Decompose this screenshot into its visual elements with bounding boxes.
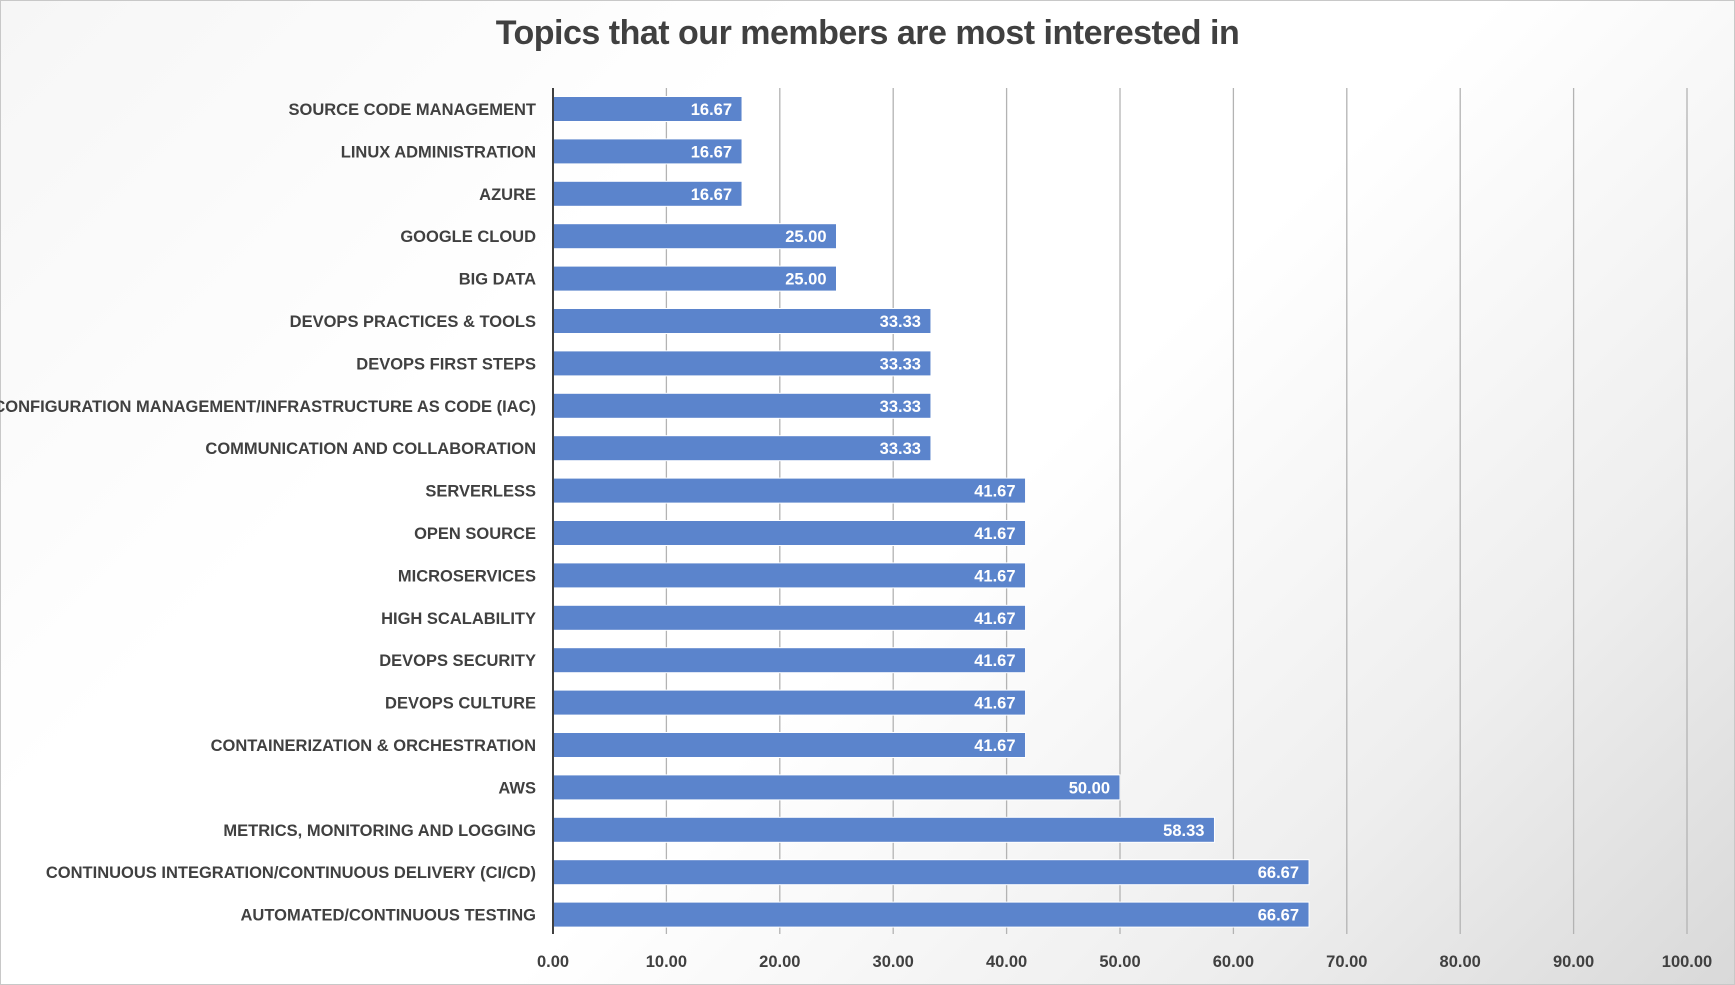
- category-label: SOURCE CODE MANAGEMENT: [288, 101, 536, 119]
- category-label: CONFIGURATION MANAGEMENT/INFRASTRUCTURE …: [0, 398, 536, 416]
- bar: [552, 350, 932, 377]
- category-label: BIG DATA: [459, 271, 536, 289]
- bar: [552, 901, 1310, 928]
- category-label: OPEN SOURCE: [414, 525, 536, 543]
- bar: [552, 520, 1027, 546]
- data-label: 41.67: [974, 567, 1015, 585]
- category-label: DEVOPS SECURITY: [379, 652, 536, 670]
- x-axis-ticks: 0.00 10.00 20.00 30.00 40.00 50.00 60.00 70.00 8…: [537, 953, 1712, 971]
- data-label: 16.67: [691, 143, 732, 161]
- category-label: LINUX ADMINISTRATION: [341, 143, 536, 161]
- category-label: CONTINUOUS INTEGRATION/CONTINUOUS DELIVE…: [46, 864, 536, 882]
- data-label: 41.67: [974, 483, 1015, 501]
- data-label: 33.33: [880, 440, 921, 458]
- category-label: SERVERLESS: [425, 483, 536, 501]
- bar: [552, 96, 743, 122]
- category-label: DEVOPS FIRST STEPS: [356, 355, 536, 373]
- category-label: GOOGLE CLOUD: [400, 228, 536, 246]
- x-tick-label: 40.00: [986, 953, 1027, 971]
- data-label: 66.67: [1258, 864, 1299, 882]
- data-label: 41.67: [974, 737, 1015, 755]
- x-tick-label: 50.00: [1099, 953, 1140, 971]
- bar: [552, 647, 1027, 674]
- x-tick-label: 10.00: [646, 953, 687, 971]
- data-label: 25.00: [785, 228, 826, 246]
- data-label: 41.67: [974, 610, 1015, 628]
- chart-title: Topics that our members are most interes…: [495, 14, 1240, 52]
- data-label: 33.33: [880, 398, 921, 416]
- data-label: 25.00: [785, 271, 826, 289]
- category-label: METRICS, MONITORING AND LOGGING: [223, 822, 536, 840]
- category-label: DEVOPS CULTURE: [385, 695, 536, 713]
- data-label: 66.67: [1258, 907, 1299, 925]
- data-label: 16.67: [691, 186, 732, 204]
- bar: [552, 308, 932, 334]
- category-label: AWS: [498, 779, 536, 797]
- bar: [552, 435, 932, 462]
- x-tick-label: 30.00: [873, 953, 914, 971]
- bar: [552, 392, 932, 419]
- x-tick-label: 20.00: [759, 953, 800, 971]
- x-tick-label: 0.00: [537, 953, 569, 971]
- category-label: AUTOMATED/CONTINUOUS TESTING: [241, 907, 536, 925]
- x-tick-label: 90.00: [1553, 953, 1594, 971]
- gridlines: [665, 88, 1688, 934]
- x-tick-label: 70.00: [1326, 953, 1367, 971]
- x-tick-label: 80.00: [1440, 953, 1481, 971]
- category-label: CONTAINERIZATION & ORCHESTRATION: [211, 737, 536, 755]
- data-label: 50.00: [1069, 779, 1110, 797]
- bars: 16.67 SOURCE CODE MANAGEMENT 16.67 LINUX AD…: [0, 96, 1310, 928]
- category-label: DEVOPS PRACTICES & TOOLS: [290, 313, 536, 331]
- x-tick-label: 60.00: [1213, 953, 1254, 971]
- bar: [552, 604, 1027, 631]
- category-label: COMMUNICATION AND COLLABORATION: [205, 440, 536, 458]
- data-label: 33.33: [880, 355, 921, 373]
- category-label: HIGH SCALABILITY: [381, 610, 536, 628]
- bar: [552, 562, 1027, 589]
- bar: [552, 180, 743, 207]
- bar: [552, 732, 1027, 758]
- bar: [552, 816, 1215, 843]
- data-label: 33.33: [880, 313, 921, 331]
- bar: [552, 477, 1027, 504]
- bar: [552, 859, 1310, 886]
- data-label: 41.67: [974, 652, 1015, 670]
- x-tick-label: 100.00: [1662, 953, 1712, 971]
- bar: [552, 774, 1121, 801]
- category-label: MICROSERVICES: [398, 567, 536, 585]
- category-label: AZURE: [479, 186, 536, 204]
- data-label: 16.67: [691, 101, 732, 119]
- data-label: 41.67: [974, 525, 1015, 543]
- data-label: 41.67: [974, 695, 1015, 713]
- data-label: 58.33: [1163, 822, 1204, 840]
- bar: [552, 689, 1027, 716]
